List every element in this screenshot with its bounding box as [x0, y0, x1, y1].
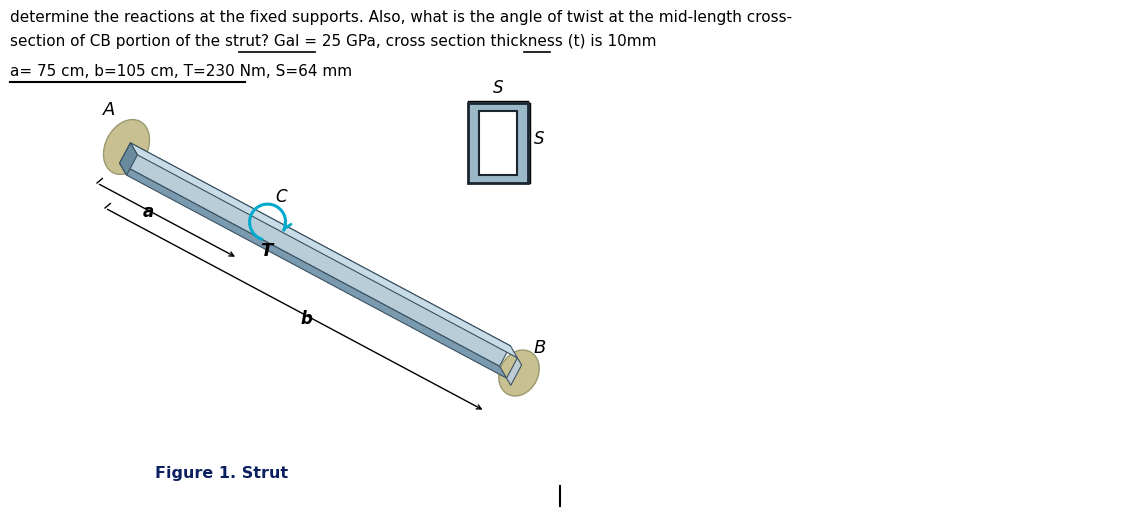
Bar: [468, 103, 528, 183]
Ellipse shape: [498, 350, 539, 396]
Text: Figure 1. Strut: Figure 1. Strut: [155, 466, 288, 481]
Text: A: A: [104, 101, 116, 119]
Bar: [479, 111, 518, 175]
Polygon shape: [506, 358, 522, 386]
Polygon shape: [119, 143, 511, 366]
Text: a: a: [142, 203, 153, 220]
Polygon shape: [130, 143, 518, 358]
Text: C: C: [276, 188, 287, 206]
Text: S: S: [534, 130, 544, 148]
Text: S: S: [493, 79, 503, 97]
Text: determine the reactions at the fixed supports. Also, what is the angle of twist : determine the reactions at the fixed sup…: [10, 10, 792, 25]
Text: a= 75 cm, b=105 cm, T=230 Nm, S=64 mm: a= 75 cm, b=105 cm, T=230 Nm, S=64 mm: [10, 64, 352, 79]
Text: T: T: [261, 242, 273, 260]
Polygon shape: [119, 143, 137, 175]
Polygon shape: [119, 163, 506, 378]
Text: B: B: [534, 339, 547, 357]
Ellipse shape: [104, 119, 150, 174]
Text: b: b: [300, 310, 312, 329]
Text: section of CB portion of the strut? Gal = 25 GPa, cross section thickness (t) is: section of CB portion of the strut? Gal …: [10, 34, 657, 49]
